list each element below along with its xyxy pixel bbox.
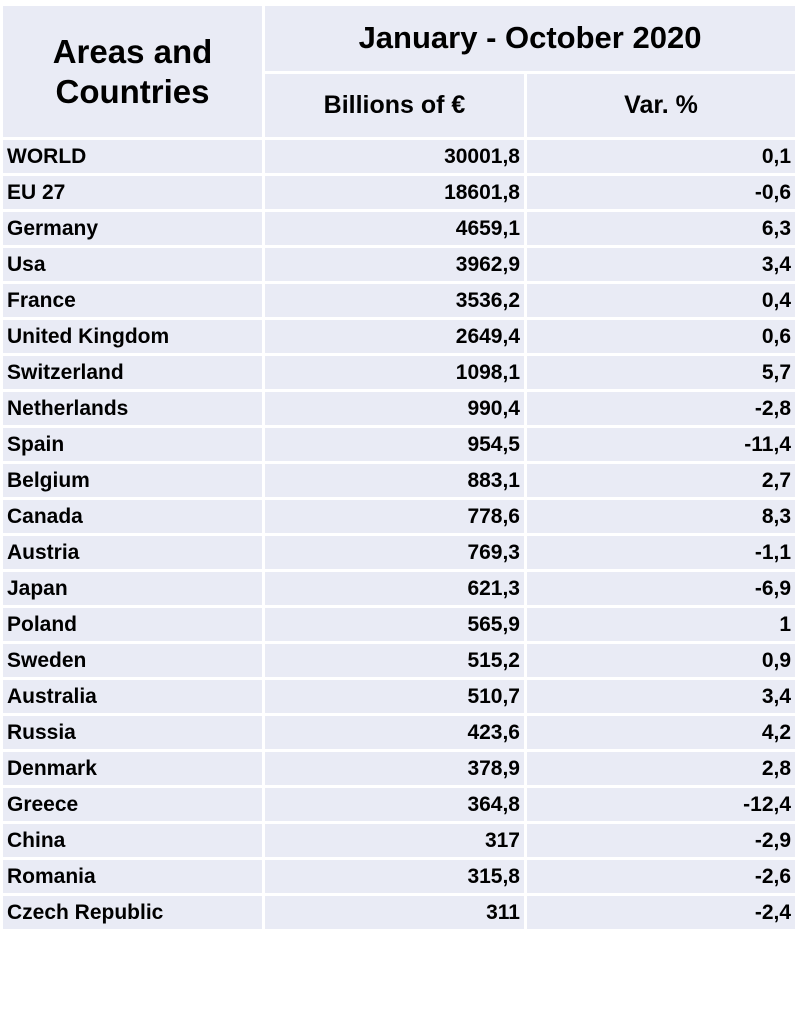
value-cell: 769,3 bbox=[262, 533, 527, 572]
country-cell: France bbox=[0, 281, 265, 320]
var-cell: 6,3 bbox=[523, 209, 795, 248]
table-row: Denmark 378,9 2,8 bbox=[0, 749, 795, 788]
var-cell: 3,4 bbox=[523, 245, 795, 284]
country-cell: Canada bbox=[0, 497, 265, 536]
table-row: WORLD 30001,8 0,1 bbox=[0, 137, 795, 176]
var-header: Var. % bbox=[523, 70, 795, 140]
table-row: United Kingdom 2649,4 0,6 bbox=[0, 317, 795, 356]
var-cell: -2,9 bbox=[523, 821, 795, 860]
value-header: Billions of € bbox=[262, 70, 527, 140]
var-cell: 5,7 bbox=[523, 353, 795, 392]
table-row: Germany 4659,1 6,3 bbox=[0, 209, 795, 248]
trade-table: Areas and Countries January - October 20… bbox=[0, 3, 795, 932]
country-cell: Austria bbox=[0, 533, 265, 572]
value-cell: 3962,9 bbox=[262, 245, 527, 284]
country-cell: Sweden bbox=[0, 641, 265, 680]
var-cell: -0,6 bbox=[523, 173, 795, 212]
value-cell: 2649,4 bbox=[262, 317, 527, 356]
var-cell: 2,8 bbox=[523, 749, 795, 788]
value-cell: 378,9 bbox=[262, 749, 527, 788]
value-cell: 4659,1 bbox=[262, 209, 527, 248]
table-row: China 317 -2,9 bbox=[0, 821, 795, 860]
country-cell: Poland bbox=[0, 605, 265, 644]
country-cell: Denmark bbox=[0, 749, 265, 788]
value-cell: 565,9 bbox=[262, 605, 527, 644]
areas-header: Areas and Countries bbox=[0, 3, 265, 140]
var-cell: 0,4 bbox=[523, 281, 795, 320]
country-cell: Czech Republic bbox=[0, 893, 265, 932]
country-cell: Belgium bbox=[0, 461, 265, 500]
var-cell: -1,1 bbox=[523, 533, 795, 572]
table-row: Japan 621,3 -6,9 bbox=[0, 569, 795, 608]
var-cell: 3,4 bbox=[523, 677, 795, 716]
var-cell: -2,4 bbox=[523, 893, 795, 932]
country-cell: Netherlands bbox=[0, 389, 265, 428]
country-cell: Japan bbox=[0, 569, 265, 608]
value-cell: 364,8 bbox=[262, 785, 527, 824]
table-row: Spain 954,5 -11,4 bbox=[0, 425, 795, 464]
table-row: Switzerland 1098,1 5,7 bbox=[0, 353, 795, 392]
value-cell: 883,1 bbox=[262, 461, 527, 500]
var-cell: -11,4 bbox=[523, 425, 795, 464]
country-cell: Romania bbox=[0, 857, 265, 896]
table-row: Belgium 883,1 2,7 bbox=[0, 461, 795, 500]
value-cell: 621,3 bbox=[262, 569, 527, 608]
table-row: Canada 778,6 8,3 bbox=[0, 497, 795, 536]
table-row: France 3536,2 0,4 bbox=[0, 281, 795, 320]
table-row: Poland 565,9 1 bbox=[0, 605, 795, 644]
value-cell: 778,6 bbox=[262, 497, 527, 536]
country-cell: Russia bbox=[0, 713, 265, 752]
country-cell: Switzerland bbox=[0, 353, 265, 392]
value-cell: 315,8 bbox=[262, 857, 527, 896]
value-cell: 317 bbox=[262, 821, 527, 860]
country-cell: United Kingdom bbox=[0, 317, 265, 356]
var-cell: 0,6 bbox=[523, 317, 795, 356]
table-row: EU 27 18601,8 -0,6 bbox=[0, 173, 795, 212]
table-row: Netherlands 990,4 -2,8 bbox=[0, 389, 795, 428]
var-cell: 0,1 bbox=[523, 137, 795, 176]
table-row: Sweden 515,2 0,9 bbox=[0, 641, 795, 680]
table-row: Australia 510,7 3,4 bbox=[0, 677, 795, 716]
value-cell: 515,2 bbox=[262, 641, 527, 680]
table-body: WORLD 30001,8 0,1 EU 27 18601,8 -0,6 Germany 46… bbox=[0, 137, 795, 932]
table-row: Usa 3962,9 3,4 bbox=[0, 245, 795, 284]
value-cell: 1098,1 bbox=[262, 353, 527, 392]
var-cell: -6,9 bbox=[523, 569, 795, 608]
country-cell: Usa bbox=[0, 245, 265, 284]
value-cell: 510,7 bbox=[262, 677, 527, 716]
table-row: Russia 423,6 4,2 bbox=[0, 713, 795, 752]
country-cell: Australia bbox=[0, 677, 265, 716]
var-cell: 0,9 bbox=[523, 641, 795, 680]
var-cell: -2,6 bbox=[523, 857, 795, 896]
country-cell: Greece bbox=[0, 785, 265, 824]
var-cell: 8,3 bbox=[523, 497, 795, 536]
value-cell: 990,4 bbox=[262, 389, 527, 428]
country-cell: WORLD bbox=[0, 137, 265, 176]
value-cell: 954,5 bbox=[262, 425, 527, 464]
table-row: Greece 364,8 -12,4 bbox=[0, 785, 795, 824]
country-cell: China bbox=[0, 821, 265, 860]
var-cell: 1 bbox=[523, 605, 795, 644]
value-cell: 18601,8 bbox=[262, 173, 527, 212]
value-cell: 3536,2 bbox=[262, 281, 527, 320]
value-cell: 423,6 bbox=[262, 713, 527, 752]
value-cell: 311 bbox=[262, 893, 527, 932]
table-row: Romania 315,8 -2,6 bbox=[0, 857, 795, 896]
country-cell: Germany bbox=[0, 209, 265, 248]
var-cell: -12,4 bbox=[523, 785, 795, 824]
table-row: Austria 769,3 -1,1 bbox=[0, 533, 795, 572]
country-cell: EU 27 bbox=[0, 173, 265, 212]
var-cell: 2,7 bbox=[523, 461, 795, 500]
var-cell: -2,8 bbox=[523, 389, 795, 428]
value-cell: 30001,8 bbox=[262, 137, 527, 176]
table-row: Czech Republic 311 -2,4 bbox=[0, 893, 795, 932]
period-header: January - October 2020 bbox=[261, 3, 795, 74]
country-cell: Spain bbox=[0, 425, 265, 464]
var-cell: 4,2 bbox=[523, 713, 795, 752]
